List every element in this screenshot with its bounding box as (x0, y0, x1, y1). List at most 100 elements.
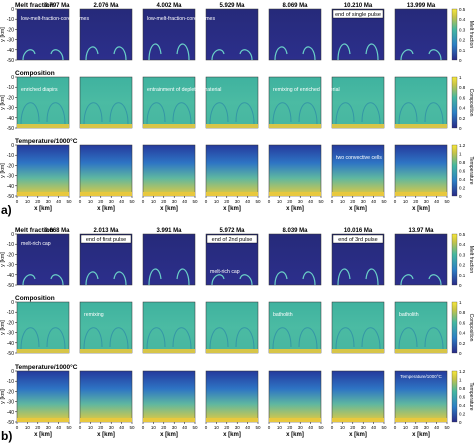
field-map: 0 10 20 30 40 50 x [km] (79, 370, 135, 438)
x-tick-label: 30 (361, 425, 367, 430)
y-tick-label: -50 (7, 283, 14, 289)
diapir-outline (398, 102, 444, 125)
x-tick-label: 10 (88, 425, 94, 430)
x-tick-label: 0 (205, 425, 208, 430)
field-map-background (268, 370, 322, 423)
x-tick-label: 30 (235, 425, 241, 430)
y-axis-label: y [km] (0, 95, 6, 110)
y-tick-label: -40 (7, 341, 14, 347)
x-tick-label: 30 (172, 199, 178, 204)
colorbar-tick: 1.2 (459, 143, 466, 148)
panel-letter: a) (1, 203, 12, 217)
hot-base-layer (17, 418, 69, 422)
hot-base-layer (206, 418, 258, 422)
hot-base-layer (395, 418, 447, 422)
annotation: entrainment of depleted material (147, 87, 221, 93)
x-tick-label: 10 (214, 425, 220, 430)
colorbar-label: Temperature (468, 156, 474, 184)
x-tick-label: 40 (434, 425, 440, 430)
hot-base-layer (269, 418, 321, 422)
time-label: 5.929 Ma (219, 3, 245, 9)
x-axis-label: x [km] (97, 206, 115, 212)
annotation: Temperature/1000°C (400, 374, 442, 379)
field-map: 0 -10 -20 -30 -40 -50 y [km] 0 10 20 30 40 50 x [km] (0, 143, 72, 212)
enriched-layer (80, 349, 132, 353)
x-tick-label: 20 (350, 425, 356, 430)
field-map-background (394, 301, 448, 354)
x-tick-label: 50 (129, 425, 135, 430)
x-tick-label: 10 (25, 425, 31, 430)
y-tick-label: -40 (7, 48, 14, 54)
field-map (331, 301, 385, 354)
y-axis-label: y [km] (0, 389, 6, 404)
row-temperature: Temperature/1000°C0-10-20-30-40-50y [km]… (0, 137, 474, 212)
field-map-background (79, 301, 133, 354)
colorbar-tick: 0.2 (459, 412, 466, 417)
x-tick-label: 20 (224, 425, 230, 430)
x-axis-label: x [km] (349, 206, 367, 212)
colorbar-gradient (451, 144, 458, 197)
x-axis-label: x [km] (412, 432, 430, 438)
plume-outline (22, 274, 64, 286)
field-map-background (268, 301, 322, 354)
colorbar: 0 0.1 0.2 0.3 0.4 0.5 Melt fraction (451, 232, 474, 288)
x-tick-label: 40 (182, 425, 188, 430)
x-tick-label: 50 (255, 425, 261, 430)
colorbar-tick: 0 (459, 194, 462, 199)
colorbar-tick: 0.4 (459, 17, 466, 22)
annotation: batholith (399, 312, 419, 318)
colorbar-tick: 0.1 (459, 273, 466, 278)
colorbar-label: Melt fraction (468, 246, 474, 273)
time-label: 0.668 Ma (44, 228, 70, 234)
field-map-background (142, 76, 196, 129)
row-title: Temperature/1000°C (15, 137, 78, 145)
y-tick-label: -40 (7, 116, 14, 122)
y-tick-label: -50 (7, 126, 14, 132)
enriched-layer (269, 349, 321, 353)
field-map: 0 10 20 30 40 50 x [km] (79, 144, 135, 212)
x-axis-label: x [km] (286, 206, 304, 212)
hot-base-layer (80, 192, 132, 196)
colorbar-tick: 1 (459, 378, 462, 383)
colorbar-tick: 0.8 (459, 386, 466, 391)
colorbar-tick: 1 (459, 75, 462, 80)
annotation: two convective cells (336, 155, 382, 161)
time-label: 13.999 Ma (407, 3, 436, 9)
x-tick-label: 50 (192, 425, 198, 430)
y-tick-label: -30 (7, 174, 14, 180)
colorbar-gradient (451, 8, 458, 61)
x-tick-label: 0 (205, 199, 208, 204)
time-label: 8.039 Ma (282, 228, 308, 234)
field-map-background (268, 76, 322, 129)
x-tick-label: 20 (287, 199, 293, 204)
y-tick-label: -30 (7, 38, 14, 44)
y-tick-label: 0 (11, 369, 14, 375)
annotation: low-melt-fraction-core plumes (21, 16, 89, 22)
y-tick-label: -10 (7, 242, 14, 248)
hot-base-layer (206, 192, 258, 196)
x-tick-label: 40 (245, 199, 251, 204)
x-tick-label: 30 (172, 425, 178, 430)
colorbar: 0 0.2 0.4 0.6 0.8 1 Composition (451, 300, 474, 356)
field-map: 0 -10 -20 -30 -40 -50 y [km] (0, 232, 70, 289)
annotation: low-melt-fraction-core plumes (147, 16, 215, 22)
annotation: end of single pulse (335, 12, 381, 18)
field-map-background (268, 233, 322, 286)
field-map: 0 -10 -20 -30 -40 -50 y [km] 0 10 20 30 40 50 x [km] (0, 369, 72, 438)
diapir-outline (272, 102, 318, 125)
time-label: 10.210 Ma (344, 3, 373, 9)
field-map: 0 10 20 30 40 50 x [km] (205, 144, 261, 212)
y-tick-label: -20 (7, 320, 14, 326)
x-tick-label: 50 (444, 425, 450, 430)
y-tick-label: -30 (7, 331, 14, 337)
field-map-background (331, 301, 385, 354)
diapir-outline (146, 327, 192, 350)
y-tick-label: -50 (7, 351, 14, 357)
y-axis-label: y [km] (0, 163, 6, 178)
field-map-background (79, 144, 133, 197)
x-tick-label: 10 (403, 199, 409, 204)
diapir-outline (146, 102, 192, 125)
enriched-layer (332, 349, 384, 353)
